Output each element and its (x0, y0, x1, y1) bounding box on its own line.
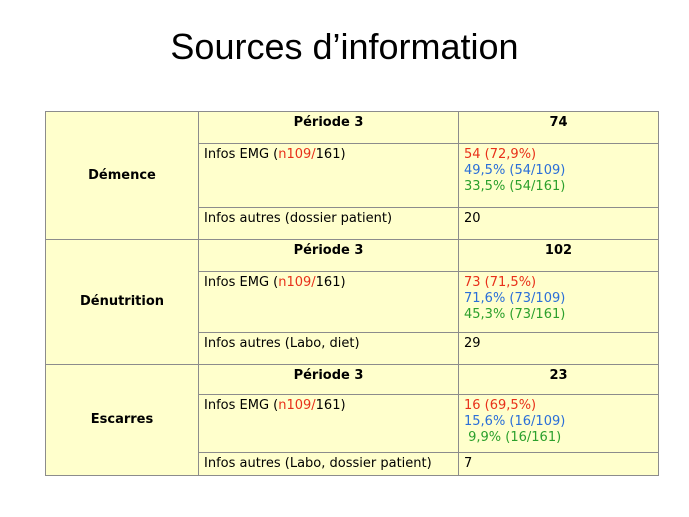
emg-value-red: 16 (69,5%) (464, 398, 537, 413)
emg-values: 73 (71,5%) 71,6% (73/109) 45,3% (73/161) (458, 271, 659, 333)
emg-value-blue: 15,6% (16/109) (464, 414, 566, 429)
emg-label: Infos EMG (n109/161) (198, 143, 459, 208)
emg-value-red: 73 (71,5%) (464, 275, 537, 290)
emg-value-green: 9,9% (16/161) (464, 430, 562, 445)
emg-values: 16 (69,5%) 15,6% (16/109) 9,9% (16/161) (458, 394, 659, 453)
emg-label: Infos EMG (n109/161) (198, 271, 459, 333)
other-value: 20 (458, 207, 659, 240)
emg-value-red: 54 (72,9%) (464, 147, 537, 162)
other-value: 29 (458, 332, 659, 365)
emg-value-blue: 71,6% (73/109) (464, 291, 566, 306)
emg-value-blue: 49,5% (54/109) (464, 163, 566, 178)
other-value: 7 (458, 452, 659, 476)
sources-table: Démence Période 3 74 Infos EMG (n109/161… (45, 111, 659, 476)
table-row-emg: Infos EMG (n109/161) 54 (72,9%) 49,5% (5… (46, 143, 659, 208)
table-row-period: Démence Période 3 74 (45, 111, 659, 240)
other-label: Infos autres (dossier patient) (198, 207, 459, 240)
other-label: Infos autres (Labo, diet) (198, 332, 459, 365)
table-row-emg: Infos EMG (n109/161) 73 (71,5%) 71,6% (7… (46, 271, 659, 333)
page-title: Sources d’information (170, 26, 519, 67)
emg-values: 54 (72,9%) 49,5% (54/109) 33,5% (54/161) (458, 143, 659, 208)
table-row-emg: Infos EMG (n109/161) 16 (69,5%) 15,6% (1… (46, 394, 659, 453)
table-row-other: Infos autres (dossier patient) 20 (46, 207, 659, 240)
period-label: Période 3 (198, 111, 459, 144)
table-row-other: Infos autres (Labo, dossier patient) 7 (46, 452, 659, 476)
table-row-other: Infos autres (Labo, diet) 29 (46, 332, 659, 365)
period-label: Période 3 (198, 364, 459, 395)
table-row-period: Escarres Période 3 23 (45, 364, 659, 476)
emg-value-green: 45,3% (73/161) (464, 307, 566, 322)
emg-label: Infos EMG (n109/161) (198, 394, 459, 453)
category-cell: Démence (45, 111, 199, 240)
category-cell: Escarres (45, 364, 199, 476)
category-cell: Dénutrition (45, 239, 199, 365)
period-count: 74 (458, 111, 659, 144)
table-row-period: Dénutrition Période 3 102 (45, 239, 659, 365)
period-count: 102 (458, 239, 659, 272)
period-label: Période 3 (198, 239, 459, 272)
period-count: 23 (458, 364, 659, 395)
emg-value-green: 33,5% (54/161) (464, 179, 566, 194)
other-label: Infos autres (Labo, dossier patient) (198, 452, 459, 476)
